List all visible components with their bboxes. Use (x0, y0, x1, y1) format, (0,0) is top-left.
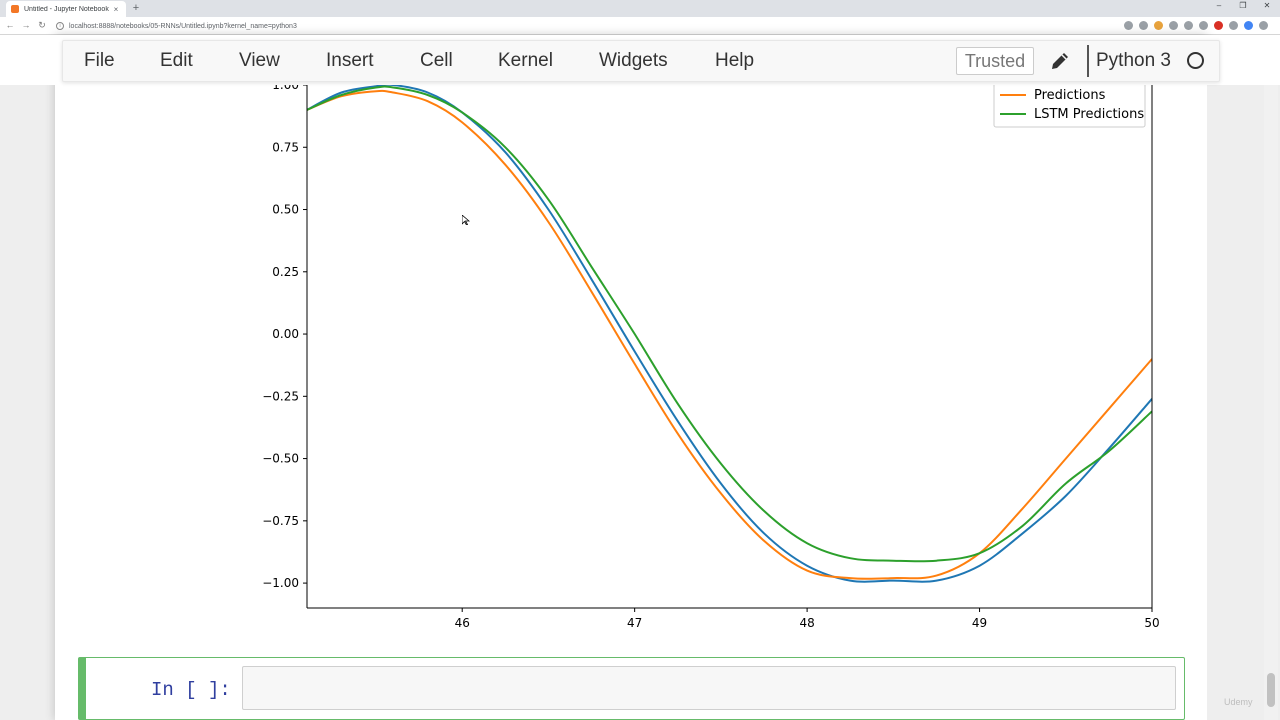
code-cell[interactable]: In [ ]: (78, 657, 1185, 720)
y-tick-label: 0.00 (272, 327, 299, 341)
pencil-icon[interactable] (1048, 49, 1072, 73)
series-line-lstm (307, 85, 1152, 563)
menu-file[interactable]: File (84, 50, 115, 71)
series-line-test (307, 83, 1152, 583)
extension-icon[interactable] (1154, 21, 1163, 30)
browser-tabstrip: Untitled - Jupyter Notebook × + – ❐ ✕ (0, 0, 1280, 17)
output-plot: 1.00 0.75 0.50 0.25 0.00 −0.25 −0.50 −0.75 −1.00… (262, 83, 1160, 630)
x-tick-label: 48 (799, 616, 814, 630)
y-tick-label: −0.75 (262, 514, 299, 528)
url-text: localhost:8888/notebooks/05-RNNs/Untitle… (69, 22, 297, 30)
window-controls: – ❐ ✕ (1214, 1, 1272, 10)
trusted-indicator[interactable]: Trusted (956, 47, 1034, 75)
mouse-cursor-icon (462, 215, 470, 225)
x-tick-label: 46 (455, 616, 470, 630)
reload-icon[interactable]: ↻ (38, 20, 46, 30)
kernel-idle-icon (1187, 52, 1204, 69)
extension-icons (1124, 21, 1268, 30)
menu-view[interactable]: View (239, 50, 280, 71)
browser-menu-icon[interactable] (1259, 21, 1268, 30)
scrollbar-thumb[interactable] (1267, 673, 1275, 707)
notebook-container (55, 35, 1207, 720)
zoom-icon[interactable] (1124, 21, 1133, 30)
y-tick-label: 0.50 (272, 203, 299, 217)
menu-insert[interactable]: Insert (326, 50, 374, 71)
cell-edit-indicator (79, 658, 86, 719)
tab-close-icon[interactable]: × (113, 4, 119, 14)
y-tick-label: −0.50 (262, 452, 299, 466)
kernel-divider (1087, 45, 1089, 77)
input-prompt: In [ ]: (151, 679, 231, 701)
y-tick-label: −1.00 (262, 576, 299, 590)
bookmark-star-icon[interactable] (1139, 21, 1148, 30)
y-tick-label: 0.25 (272, 265, 299, 279)
tab-title: Untitled - Jupyter Notebook (24, 5, 109, 13)
menu-kernel[interactable]: Kernel (498, 50, 553, 71)
info-icon[interactable]: i (56, 22, 64, 30)
y-tick-label: 1.00 (272, 83, 299, 92)
kernel-name[interactable]: Python 3 (1096, 50, 1171, 71)
x-tick-label: 49 (972, 616, 987, 630)
browser-tab[interactable]: Untitled - Jupyter Notebook × (6, 1, 126, 17)
x-tick-label: 47 (627, 616, 642, 630)
forward-icon[interactable]: → (21, 20, 31, 30)
minimize-icon[interactable]: – (1216, 1, 1222, 10)
menu-help[interactable]: Help (715, 50, 755, 71)
browser-toolbar: ← → ↻ i localhost:8888/notebooks/05-RNNs… (0, 17, 1280, 35)
extension-icon[interactable] (1184, 21, 1193, 30)
profile-avatar-icon[interactable] (1244, 21, 1253, 30)
series-line-predictions (307, 89, 1152, 580)
y-tick-label: 0.75 (272, 140, 299, 154)
menu-cell[interactable]: Cell (420, 50, 453, 71)
udemy-watermark: Udemy (1224, 697, 1253, 707)
extension-icon[interactable] (1199, 21, 1208, 30)
page-scrollbar[interactable] (1264, 85, 1278, 720)
extension-icon[interactable] (1229, 21, 1238, 30)
y-tick-label: −0.25 (262, 389, 299, 403)
extension-icon[interactable] (1214, 21, 1223, 30)
back-icon[interactable]: ← (5, 20, 15, 30)
menu-widgets[interactable]: Widgets (599, 50, 668, 71)
extension-icon[interactable] (1169, 21, 1178, 30)
jupyter-favicon-icon (11, 5, 19, 13)
address-bar[interactable]: i localhost:8888/notebooks/05-RNNs/Untit… (56, 19, 1136, 33)
code-input[interactable] (242, 666, 1176, 710)
menu-edit[interactable]: Edit (160, 50, 193, 71)
legend-box (993, 83, 1146, 128)
close-window-icon[interactable]: ✕ (1263, 1, 1271, 10)
restore-icon[interactable]: ❐ (1239, 1, 1247, 10)
menubar: File Edit View Insert Cell Kernel Widget… (62, 40, 1220, 82)
new-tab-button[interactable]: + (132, 2, 140, 14)
legend-label-predictions: Predictions (1034, 88, 1106, 103)
x-tick-label: 50 (1144, 616, 1159, 630)
legend-label-lstm: LSTM Predictions (1034, 107, 1144, 122)
